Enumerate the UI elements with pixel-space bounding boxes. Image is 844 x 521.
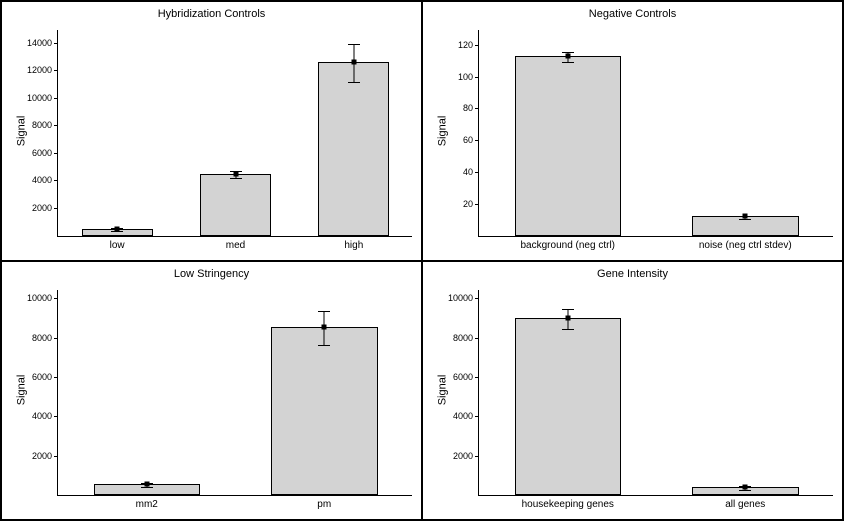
y-tick: 20 <box>463 199 479 209</box>
plot-area: 2000400060008000100001200014000lowmedhig… <box>57 30 412 237</box>
y-tick: 60 <box>463 135 479 145</box>
y-tick: 6000 <box>32 148 58 158</box>
plot-area: 20406080100120background (neg ctrl)noise… <box>478 30 833 237</box>
y-tick: 2000 <box>32 451 58 461</box>
panel-title: Negative Controls <box>423 8 842 20</box>
x-tick: high <box>344 236 363 251</box>
plot-area: 200040006000800010000housekeeping genesa… <box>478 290 833 497</box>
bar <box>515 56 622 235</box>
y-tick: 14000 <box>27 38 58 48</box>
figure-grid: Hybridization ControlsSignal200040006000… <box>0 0 844 521</box>
x-tick: med <box>226 236 245 251</box>
bar <box>200 174 271 236</box>
y-tick: 80 <box>463 103 479 113</box>
y-tick: 4000 <box>32 175 58 185</box>
plot-area: 200040006000800010000mm2pm <box>57 290 412 497</box>
y-axis-label: Signal <box>15 375 27 406</box>
x-tick: noise (neg ctrl stdev) <box>699 236 792 251</box>
y-tick: 10000 <box>27 293 58 303</box>
bar <box>271 327 378 495</box>
x-tick: mm2 <box>136 495 158 510</box>
panel-title: Gene Intensity <box>423 268 842 280</box>
panel-1: Negative ControlsSignal20406080100120bac… <box>422 1 843 261</box>
y-axis-label: Signal <box>436 115 448 146</box>
x-tick: all genes <box>725 495 765 510</box>
y-tick: 8000 <box>453 333 479 343</box>
y-axis-label: Signal <box>15 115 27 146</box>
y-tick: 100 <box>458 72 479 82</box>
panel-0: Hybridization ControlsSignal200040006000… <box>1 1 422 261</box>
panel-title: Hybridization Controls <box>2 8 421 20</box>
y-tick: 2000 <box>453 451 479 461</box>
y-tick: 4000 <box>32 411 58 421</box>
y-tick: 6000 <box>32 372 58 382</box>
y-tick: 120 <box>458 40 479 50</box>
panel-2: Low StringencySignal20004000600080001000… <box>1 261 422 521</box>
y-tick: 2000 <box>32 203 58 213</box>
x-tick: low <box>110 236 125 251</box>
y-axis-label: Signal <box>436 375 448 406</box>
y-tick: 8000 <box>32 120 58 130</box>
y-tick: 40 <box>463 167 479 177</box>
y-tick: 10000 <box>27 93 58 103</box>
y-tick: 4000 <box>453 411 479 421</box>
y-tick: 8000 <box>32 333 58 343</box>
x-tick: background (neg ctrl) <box>521 236 616 251</box>
bar <box>318 62 389 235</box>
y-tick: 12000 <box>27 65 58 75</box>
panel-3: Gene IntensitySignal20004000600080001000… <box>422 261 843 521</box>
y-tick: 6000 <box>453 372 479 382</box>
y-tick: 10000 <box>448 293 479 303</box>
bar <box>515 318 622 495</box>
panel-title: Low Stringency <box>2 268 421 280</box>
x-tick: housekeeping genes <box>522 495 614 510</box>
x-tick: pm <box>317 495 331 510</box>
